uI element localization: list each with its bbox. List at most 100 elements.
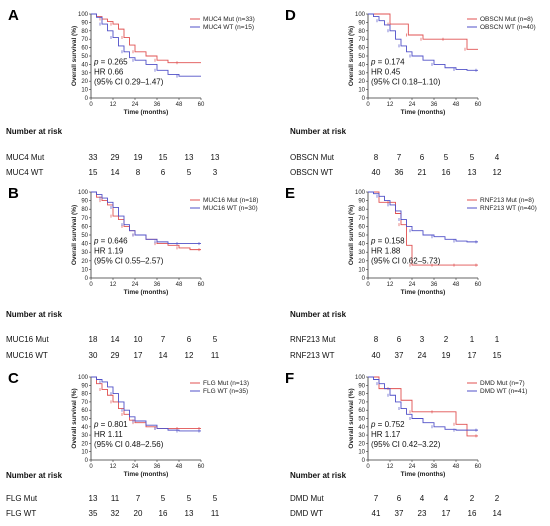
risk-count: 17	[468, 351, 477, 360]
y-tick-label: 50	[81, 417, 88, 423]
y-tick-label: 0	[85, 276, 89, 282]
x-tick-label: 0	[366, 282, 370, 288]
panel-letter: C	[8, 370, 19, 387]
risk-row-label: MUC4 WT	[6, 168, 43, 177]
risk-count: 14	[493, 509, 502, 518]
risk-count: 6	[397, 335, 402, 344]
legend-label-mut: MUC16 Mut (n=18)	[203, 197, 258, 204]
risk-count: 2	[444, 335, 449, 344]
y-tick-label: 30	[358, 71, 365, 77]
y-tick-label: 70	[81, 216, 88, 222]
legend-label-mut: OBSCN Mut (n=8)	[480, 16, 533, 23]
hazard-ratio: HR 1.17	[371, 430, 401, 439]
y-tick-label: 50	[358, 233, 365, 239]
risk-count: 37	[395, 509, 404, 518]
y-axis-title: Overall survival (%)	[348, 26, 355, 86]
hazard-ratio: HR 0.66	[94, 67, 124, 76]
p-value-number: 0.174	[385, 57, 406, 66]
x-tick-label: 0	[89, 102, 93, 108]
y-tick-label: 10	[358, 88, 365, 94]
hazard-ratio: HR 1.11	[94, 430, 123, 439]
x-tick-label: 48	[176, 464, 183, 470]
x-tick-label: 36	[154, 102, 161, 108]
y-tick-label: 30	[358, 433, 365, 439]
y-tick-label: 40	[358, 425, 365, 431]
y-tick-label: 90	[81, 199, 88, 205]
y-tick-label: 10	[358, 267, 365, 273]
x-tick-label: 48	[453, 102, 460, 108]
p-symbol: p	[370, 57, 376, 66]
y-tick-label: 70	[358, 400, 365, 406]
panel-letter: E	[285, 185, 295, 202]
y-tick-label: 30	[81, 250, 88, 256]
risk-count: 8	[374, 153, 379, 162]
risk-count: 40	[372, 168, 381, 177]
y-tick-label: 70	[81, 37, 88, 43]
risk-count: 16	[468, 509, 477, 518]
panel-letter: B	[8, 185, 19, 202]
x-tick-label: 60	[198, 102, 205, 108]
x-tick-label: 60	[475, 282, 482, 288]
y-tick-label: 90	[358, 383, 365, 389]
y-tick-label: 80	[358, 29, 365, 35]
risk-count: 3	[420, 335, 425, 344]
x-tick-label: 36	[154, 464, 161, 470]
x-axis-title: Time (months)	[401, 471, 446, 478]
risk-count: 1	[470, 335, 475, 344]
risk-row-label: DMD WT	[290, 509, 323, 518]
km-curve-wt	[91, 376, 201, 432]
km-curve-mut	[368, 13, 478, 50]
x-tick-label: 12	[110, 102, 117, 108]
p-value-number: 0.158	[385, 237, 406, 246]
km-panel-b: B 0 10 20 30 40 50 60 70 80 90 100 0 12 24 36 48 60 Time (…	[6, 185, 258, 360]
risk-count: 29	[111, 153, 120, 162]
x-axis-title: Time (months)	[401, 109, 446, 116]
x-tick-label: 0	[89, 282, 93, 288]
risk-count: 24	[418, 351, 427, 360]
risk-count: 15	[159, 153, 168, 162]
risk-count: 32	[111, 509, 120, 518]
risk-count: 14	[159, 351, 168, 360]
x-tick-label: 36	[431, 282, 438, 288]
km-curve-wt	[91, 13, 201, 77]
y-tick-label: 0	[362, 96, 366, 102]
legend-label-mut: MUC4 Mut (n=33)	[203, 16, 255, 23]
p-equals: =	[375, 420, 384, 429]
y-tick-label: 90	[81, 20, 88, 26]
legend-label-mut: DMD Mut (n=7)	[480, 380, 525, 387]
risk-count: 5	[470, 153, 475, 162]
risk-count: 36	[395, 168, 404, 177]
x-tick-label: 12	[110, 464, 117, 470]
y-tick-label: 80	[81, 29, 88, 35]
y-tick-label: 70	[81, 400, 88, 406]
risk-count: 19	[442, 351, 451, 360]
y-tick-label: 70	[358, 37, 365, 43]
y-tick-label: 20	[358, 441, 365, 447]
risk-count: 11	[211, 509, 220, 518]
x-tick-label: 48	[453, 282, 460, 288]
risk-count: 17	[134, 351, 143, 360]
y-tick-label: 10	[81, 450, 88, 456]
hazard-ratio: HR 1.19	[94, 247, 124, 256]
risk-count: 13	[89, 494, 98, 503]
risk-row-label: MUC4 Mut	[6, 153, 45, 162]
x-tick-label: 12	[387, 464, 394, 470]
y-tick-label: 60	[81, 46, 88, 52]
risk-count: 12	[185, 351, 194, 360]
risk-count: 11	[211, 351, 220, 360]
p-value: p = 0.646	[93, 237, 128, 246]
x-tick-label: 24	[409, 102, 416, 108]
risk-count: 2	[495, 494, 500, 503]
x-tick-label: 48	[176, 102, 183, 108]
risk-row-label: MUC16 Mut	[6, 335, 49, 344]
p-value-number: 0.646	[108, 237, 129, 246]
p-symbol: p	[93, 57, 99, 66]
risk-count: 16	[442, 168, 451, 177]
risk-count: 15	[493, 351, 502, 360]
y-axis-title: Overall survival (%)	[71, 388, 78, 448]
risk-count: 6	[187, 335, 192, 344]
risk-count: 15	[89, 168, 98, 177]
x-tick-label: 60	[198, 464, 205, 470]
